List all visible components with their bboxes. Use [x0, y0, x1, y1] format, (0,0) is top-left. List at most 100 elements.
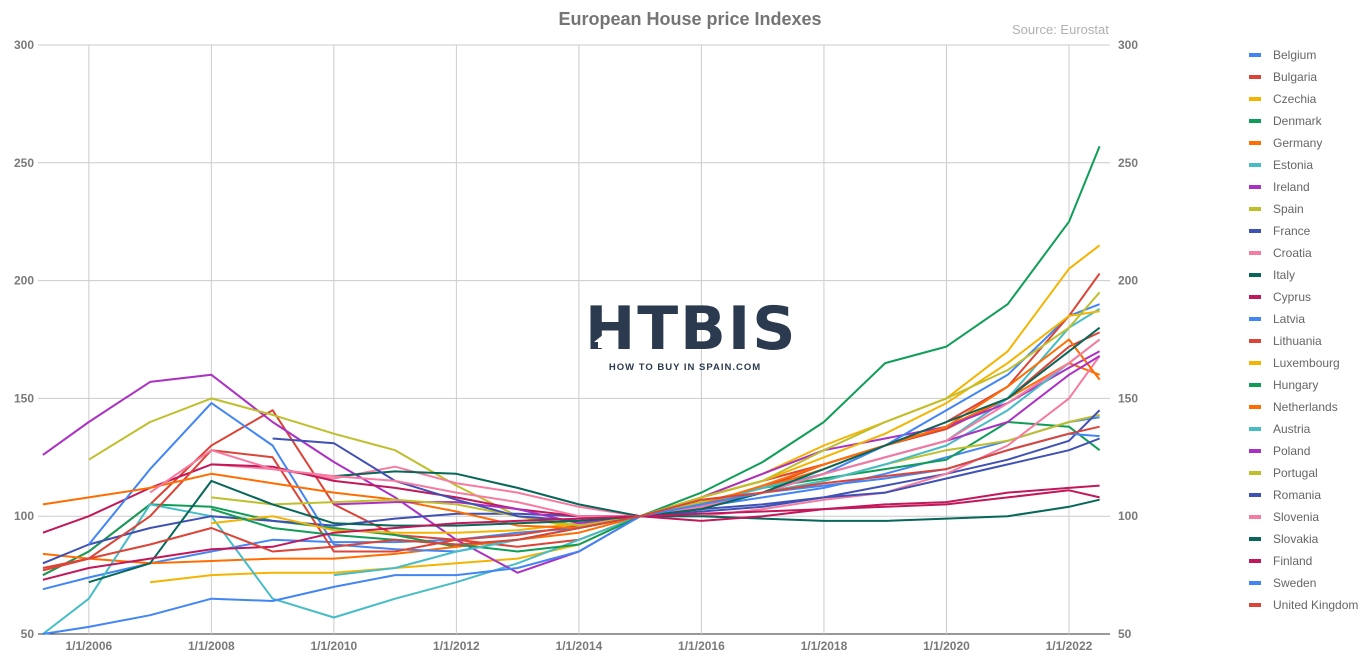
legend-item[interactable]: Bulgaria — [1249, 66, 1358, 88]
legend-item[interactable]: Latvia — [1249, 308, 1358, 330]
x-tick-label: 1/1/2014 — [556, 639, 603, 653]
legend-swatch — [1249, 515, 1261, 519]
legend-label: Slovenia — [1273, 510, 1320, 524]
y-tick-label-right: 200 — [1118, 274, 1138, 288]
legend-label: France — [1273, 224, 1311, 238]
legend-item[interactable]: Ireland — [1249, 176, 1358, 198]
legend-item[interactable]: Slovakia — [1249, 528, 1358, 550]
y-tick-label-left: 150 — [14, 391, 34, 405]
legend-swatch — [1249, 383, 1261, 387]
legend-label: Finland — [1273, 554, 1313, 568]
legend-swatch — [1249, 493, 1261, 497]
legend-swatch — [1249, 537, 1261, 541]
series-line-bulgaria — [42, 331, 1101, 576]
legend-item[interactable]: Netherlands — [1249, 396, 1358, 418]
legend-label: Czechia — [1273, 92, 1317, 106]
logo-text: HTBIS — [585, 294, 798, 364]
legend-swatch — [1249, 141, 1261, 145]
legend-item[interactable]: France — [1249, 220, 1358, 242]
legend-swatch — [1249, 251, 1261, 255]
legend-label: Austria — [1273, 422, 1311, 436]
line-chart: 50 100 150 200 250 300 50 100 150 200 250 300 1/1/… — [14, 38, 1138, 653]
y-tick-label-right: 250 — [1118, 156, 1138, 170]
legend-item[interactable]: Luxembourg — [1249, 352, 1358, 374]
legend-item[interactable]: Poland — [1249, 440, 1358, 462]
legend-label: United Kingdom — [1273, 598, 1359, 612]
series-line-italy — [333, 470, 1100, 522]
legend-label: Sweden — [1273, 576, 1317, 590]
y-tick-label-left: 300 — [14, 38, 34, 52]
series-line-netherlands — [42, 338, 1101, 529]
legend-label: Bulgaria — [1273, 70, 1318, 84]
x-tick-label: 1/1/2006 — [65, 639, 112, 653]
series-line-united-kingdom — [42, 425, 1100, 569]
legend: Belgium Bulgaria Czechia Denmark Germany Esto… — [1249, 44, 1358, 616]
legend-label: Estonia — [1273, 158, 1314, 172]
y-tick-label-right: 100 — [1118, 509, 1138, 523]
htbis-logo-watermark: HTBIS HOW TO BUY IN SPAIN.COM — [585, 294, 798, 374]
chart-title: European House price Indexes — [558, 9, 822, 29]
legend-swatch — [1249, 361, 1261, 365]
legend-swatch — [1249, 97, 1261, 101]
y-axis-right: 50 100 150 200 250 300 — [1118, 38, 1138, 641]
legend-swatch — [1249, 163, 1261, 167]
legend-swatch — [1249, 119, 1261, 123]
legend-item[interactable]: Finland — [1249, 550, 1358, 572]
legend-swatch — [1249, 229, 1261, 233]
legend-label: Belgium — [1273, 48, 1317, 62]
y-axis-left: 50 100 150 200 250 300 — [14, 38, 34, 641]
legend-item[interactable]: Belgium — [1249, 44, 1358, 66]
x-tick-label: 1/1/2008 — [188, 639, 235, 653]
legend-item[interactable]: Denmark — [1249, 110, 1358, 132]
legend-item[interactable]: Estonia — [1249, 154, 1358, 176]
legend-label: Spain — [1273, 202, 1304, 216]
legend-item[interactable]: Czechia — [1249, 88, 1358, 110]
legend-label: Romania — [1273, 488, 1322, 502]
series-line-denmark — [42, 421, 1101, 576]
legend-swatch — [1249, 559, 1261, 563]
legend-swatch — [1249, 471, 1261, 475]
legend-label: Croatia — [1273, 246, 1312, 260]
legend-item[interactable]: Sweden — [1249, 572, 1358, 594]
legend-label: Denmark — [1273, 114, 1322, 128]
legend-swatch — [1249, 53, 1261, 57]
legend-item[interactable]: Romania — [1249, 484, 1358, 506]
legend-label: Germany — [1273, 136, 1323, 150]
legend-item[interactable]: Hungary — [1249, 374, 1358, 396]
legend-item[interactable]: United Kingdom — [1249, 594, 1358, 616]
x-tick-label: 1/1/2020 — [923, 639, 970, 653]
legend-item[interactable]: Germany — [1249, 132, 1358, 154]
x-tick-label: 1/1/2018 — [801, 639, 848, 653]
house-icon — [594, 334, 614, 348]
x-axis: 1/1/2006 1/1/2008 1/1/2010 1/1/2012 1/1/2014… — [65, 639, 1092, 653]
legend-label: Portugal — [1273, 466, 1318, 480]
series-line-germany — [42, 362, 1100, 565]
legend-item[interactable]: Slovenia — [1249, 506, 1358, 528]
legend-label: Poland — [1273, 444, 1311, 458]
source-label: Source: Eurostat — [1012, 22, 1109, 37]
series-line-finland — [42, 484, 1100, 581]
legend-item[interactable]: Austria — [1249, 418, 1358, 440]
y-tick-label-left: 250 — [14, 156, 34, 170]
legend-item[interactable]: Spain — [1249, 198, 1358, 220]
y-tick-label-right: 50 — [1118, 627, 1132, 641]
legend-swatch — [1249, 75, 1261, 79]
logo-tagline: HOW TO BUY IN SPAIN.COM — [608, 362, 762, 373]
legend-item[interactable]: Lithuania — [1249, 330, 1358, 352]
legend-swatch — [1249, 449, 1261, 453]
legend-item[interactable]: Croatia — [1249, 242, 1358, 264]
legend-item[interactable]: Cyprus — [1249, 286, 1358, 308]
legend-swatch — [1249, 603, 1261, 607]
legend-item[interactable]: Italy — [1249, 264, 1358, 286]
legend-item[interactable]: Portugal — [1249, 462, 1358, 484]
legend-label: Italy — [1273, 268, 1296, 282]
y-tick-label-left: 50 — [21, 627, 35, 641]
series-line-estonia — [42, 308, 1101, 635]
legend-label: Netherlands — [1273, 400, 1338, 414]
legend-label: Slovakia — [1273, 532, 1319, 546]
legend-swatch — [1249, 339, 1261, 343]
legend-label: Latvia — [1273, 312, 1306, 326]
legend-swatch — [1249, 273, 1261, 277]
y-tick-label-left: 100 — [14, 509, 34, 523]
legend-swatch — [1249, 427, 1261, 431]
